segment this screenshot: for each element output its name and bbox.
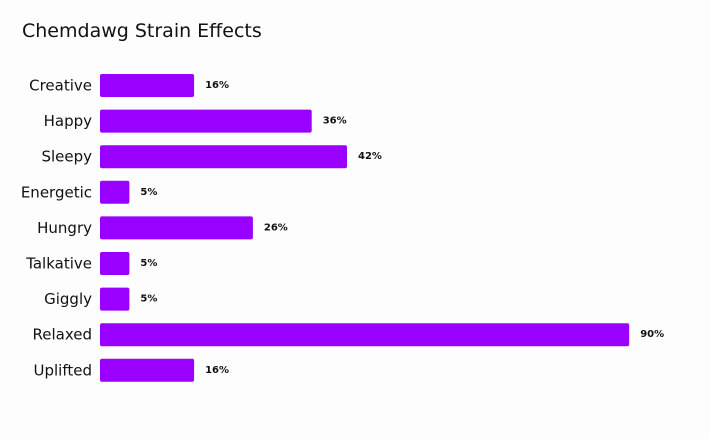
value-label-relaxed: 90%: [640, 329, 664, 340]
value-label-happy: 36%: [323, 116, 347, 127]
value-label-hungry: 26%: [264, 222, 288, 233]
bar-hungry: [100, 216, 253, 240]
bar-relaxed: [100, 323, 630, 347]
category-label-giggly: Giggly: [44, 290, 92, 308]
bar-creative: [100, 74, 195, 97]
category-label-hungry: Hungry: [37, 219, 92, 237]
bar-uplifted: [100, 358, 195, 382]
value-label-energetic: 5%: [140, 187, 157, 198]
category-label-creative: Creative: [29, 77, 92, 95]
category-label-energetic: Energetic: [21, 183, 92, 201]
value-label-talkative: 5%: [140, 258, 157, 269]
bar-sleepy: [100, 145, 347, 169]
category-label-uplifted: Uplifted: [34, 361, 92, 379]
category-label-sleepy: Sleepy: [41, 148, 92, 166]
bar-talkative: [100, 252, 130, 275]
bar-happy: [100, 109, 312, 133]
value-label-creative: 16%: [205, 80, 229, 91]
category-label-talkative: Talkative: [25, 255, 92, 273]
value-label-sleepy: 42%: [358, 151, 382, 162]
value-label-giggly: 5%: [140, 294, 157, 305]
bar-energetic: [100, 180, 130, 204]
chart-title: Chemdawg Strain Effects: [22, 20, 262, 42]
category-label-happy: Happy: [44, 112, 93, 130]
value-label-uplifted: 16%: [205, 365, 229, 376]
category-label-relaxed: Relaxed: [32, 326, 92, 344]
bar-giggly: [100, 287, 130, 311]
